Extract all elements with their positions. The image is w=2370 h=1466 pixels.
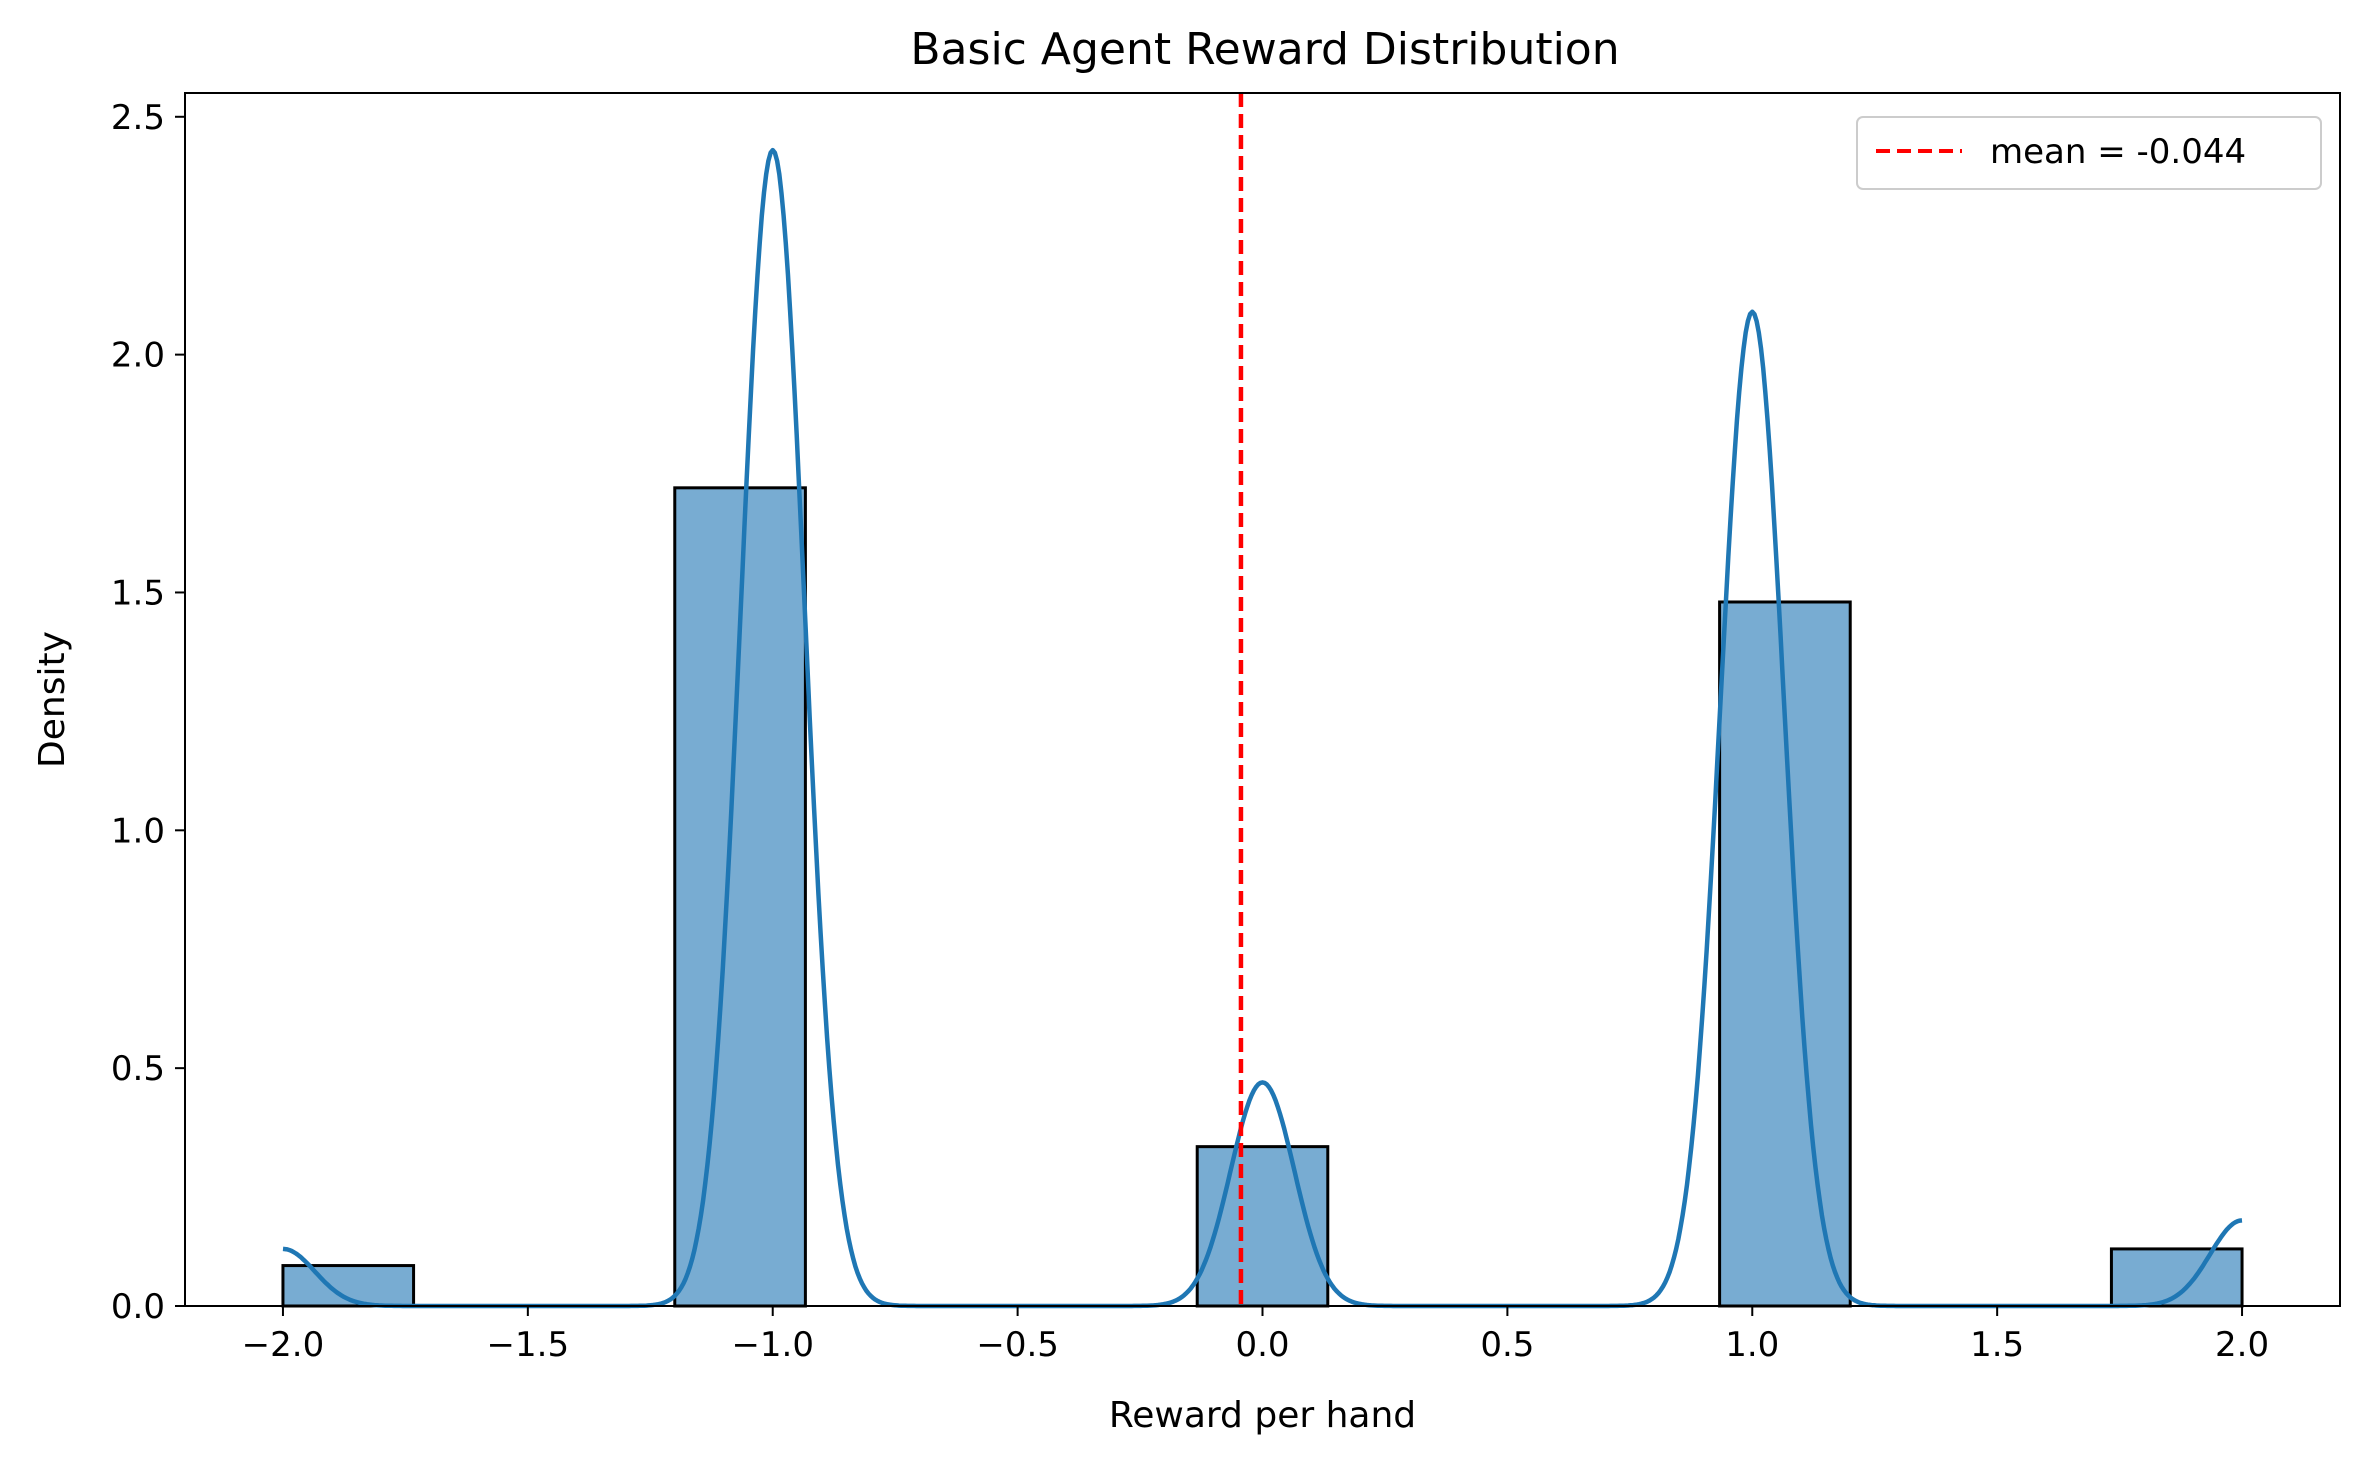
y-tick-label: 0.0 [111,1287,165,1327]
x-tick-label: 0.0 [1235,1325,1289,1365]
y-tick-label: 1.0 [111,811,165,851]
x-tick-label: 1.0 [1725,1325,1779,1365]
y-tick-label: 2.5 [111,98,165,138]
x-tick-label: 2.0 [2215,1325,2269,1365]
legend-box [1856,116,2322,190]
x-tick-label: −0.5 [976,1325,1059,1365]
y-axis-ticks: 0.0 0.5 1.0 1.5 2.0 2.5 [111,98,185,1327]
y-tick-label: 1.5 [111,573,165,613]
x-tick-label: 1.5 [1970,1325,2024,1365]
legend: mean = -0.044 [1856,116,2322,190]
x-axis-ticks: −2.0 −1.5 −1.0 −0.5 0.0 0.5 1.0 1.5 2.0 [242,1306,2269,1365]
x-tick-label: −2.0 [242,1325,325,1365]
chart-title: Basic Agent Reward Distribution [910,24,1619,75]
y-tick-label: 2.0 [111,336,165,376]
x-axis-label: Reward per hand [1109,1395,1416,1436]
y-axis-label: Density [32,631,73,768]
legend-label-mean: mean = -0.044 [1990,132,2246,172]
x-tick-label: −1.0 [731,1325,814,1365]
kde-curve [282,147,2243,1309]
x-tick-label: −1.5 [487,1325,570,1365]
y-tick-label: 0.5 [111,1049,165,1089]
kde-curve-group [282,147,2243,1309]
plot-frame [184,92,2341,1307]
histogram-bars [281,486,2244,1308]
x-tick-label: 0.5 [1480,1325,1534,1365]
